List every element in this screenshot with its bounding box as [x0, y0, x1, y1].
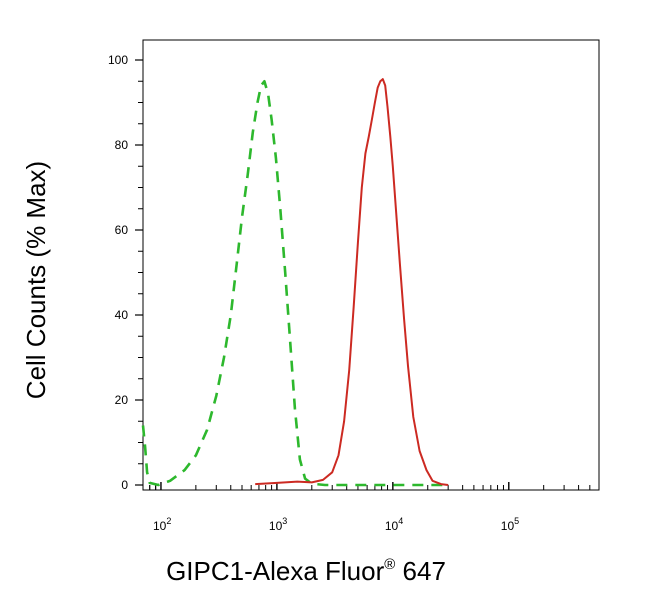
axis-ticks: 0 20 40 60 80 100 102 103 104 105 [108, 53, 600, 533]
sample-histogram-line [255, 78, 449, 486]
y-tick-label: 0 [121, 478, 128, 492]
x-axis-label: GIPC1-Alexa Fluor® 647 [166, 556, 446, 586]
y-tick-label: 80 [115, 138, 129, 152]
plot-frame [142, 39, 600, 491]
control-histogram-line [141, 80, 449, 487]
y-tick-label: 20 [115, 393, 129, 407]
series-layer [141, 78, 449, 487]
x-tick-label: 103 [269, 516, 287, 533]
y-tick-label: 40 [115, 308, 129, 322]
x-tick-label: 105 [501, 516, 519, 533]
y-tick-label: 100 [108, 53, 128, 67]
y-axis-label: Cell Counts (% Max) [21, 161, 51, 399]
x-tick-label: 104 [385, 516, 403, 533]
x-tick-label: 102 [153, 516, 171, 533]
y-tick-label: 60 [115, 223, 129, 237]
